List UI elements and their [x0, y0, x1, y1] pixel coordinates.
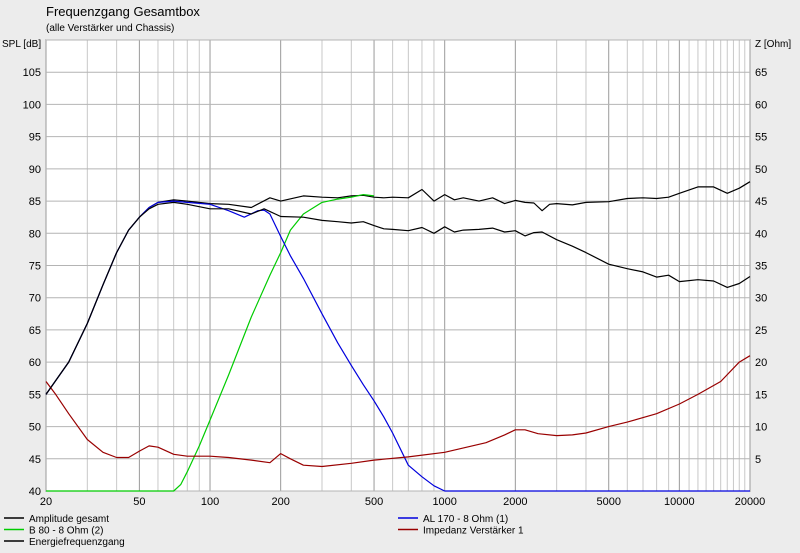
legend-label: Impedanz Verstärker 1: [423, 526, 524, 537]
legend-label: B 80 - 8 Ohm (2): [29, 526, 103, 537]
y-right-tick-label: 30: [755, 293, 767, 305]
legend-item: Amplitude gesamt: [4, 514, 109, 525]
y-left-tick-label: 65: [29, 325, 41, 337]
y-left-tick-label: 70: [29, 293, 41, 305]
y-right-tick-label: 55: [755, 132, 767, 144]
y-left-tick-label: 95: [29, 132, 41, 144]
legend-item: AL 170 - 8 Ohm (1): [398, 514, 508, 525]
x-tick-label: 20: [40, 496, 52, 508]
chart-subtitle: (alle Verstärker und Chassis): [46, 23, 174, 34]
y-left-tick-label: 85: [29, 196, 41, 208]
y-right-tick-label: 10: [755, 422, 767, 434]
series-line-b-80-8-ohm-2: [46, 194, 375, 492]
legend-label: AL 170 - 8 Ohm (1): [423, 514, 508, 525]
x-tick-label: 10000: [664, 496, 695, 508]
y-right-tick-label: 45: [755, 196, 767, 208]
legend-label: Amplitude gesamt: [29, 514, 109, 525]
y-left-tick-label: 55: [29, 389, 41, 401]
x-tick-label: 500: [365, 496, 383, 508]
y-left-tick-label: 75: [29, 261, 41, 273]
y-left-tick-label: 105: [23, 67, 41, 79]
legend-label: Energiefrequenzgang: [29, 537, 125, 548]
x-tick-label: 50: [133, 496, 145, 508]
y-left-tick-label: 45: [29, 454, 41, 466]
y-right-tick-label: 65: [755, 67, 767, 79]
series-layer: [45, 181, 751, 492]
x-tick-label: 2000: [503, 496, 527, 508]
y-right-tick-label: 40: [755, 228, 767, 240]
series-line-amplitude-gesamt: [45, 181, 751, 395]
y-left-tick-label: 100: [23, 99, 41, 111]
y-right-tick-label: 60: [755, 99, 767, 111]
y-right-tick-label: 50: [755, 164, 767, 176]
x-tick-label: 5000: [596, 496, 620, 508]
y-left-tick-label: 80: [29, 228, 41, 240]
y-right-tick-label: 5: [755, 454, 761, 466]
axis-ticks: 20 50 100 200 500 1000 2000 5000 10000 20000 40 45 5…: [23, 67, 768, 508]
y-axis-left-label: SPL [dB]: [2, 39, 41, 50]
y-left-tick-label: 60: [29, 357, 41, 369]
y-left-tick-label: 40: [29, 486, 41, 498]
y-axis-right-label: Z [Ohm]: [755, 39, 791, 50]
x-tick-label: 20000: [735, 496, 766, 508]
series-line-impedanz-verst-rker-1: [45, 355, 751, 468]
x-tick-label: 200: [271, 496, 289, 508]
legend-item: Energiefrequenzgang: [4, 537, 125, 548]
y-right-tick-label: 25: [755, 325, 767, 337]
y-right-tick-label: 15: [755, 389, 767, 401]
y-left-tick-label: 50: [29, 422, 41, 434]
y-left-tick-label: 90: [29, 164, 41, 176]
y-right-tick-label: 20: [755, 357, 767, 369]
series-line-energiefrequenzgang: [45, 201, 751, 395]
chart-title: Frequenzgang Gesamtbox: [46, 4, 200, 19]
x-tick-label: 100: [201, 496, 219, 508]
y-right-tick-label: 35: [755, 261, 767, 273]
legend-item: Impedanz Verstärker 1: [398, 526, 524, 537]
x-tick-label: 1000: [432, 496, 456, 508]
legend-item: B 80 - 8 Ohm (2): [4, 526, 103, 537]
